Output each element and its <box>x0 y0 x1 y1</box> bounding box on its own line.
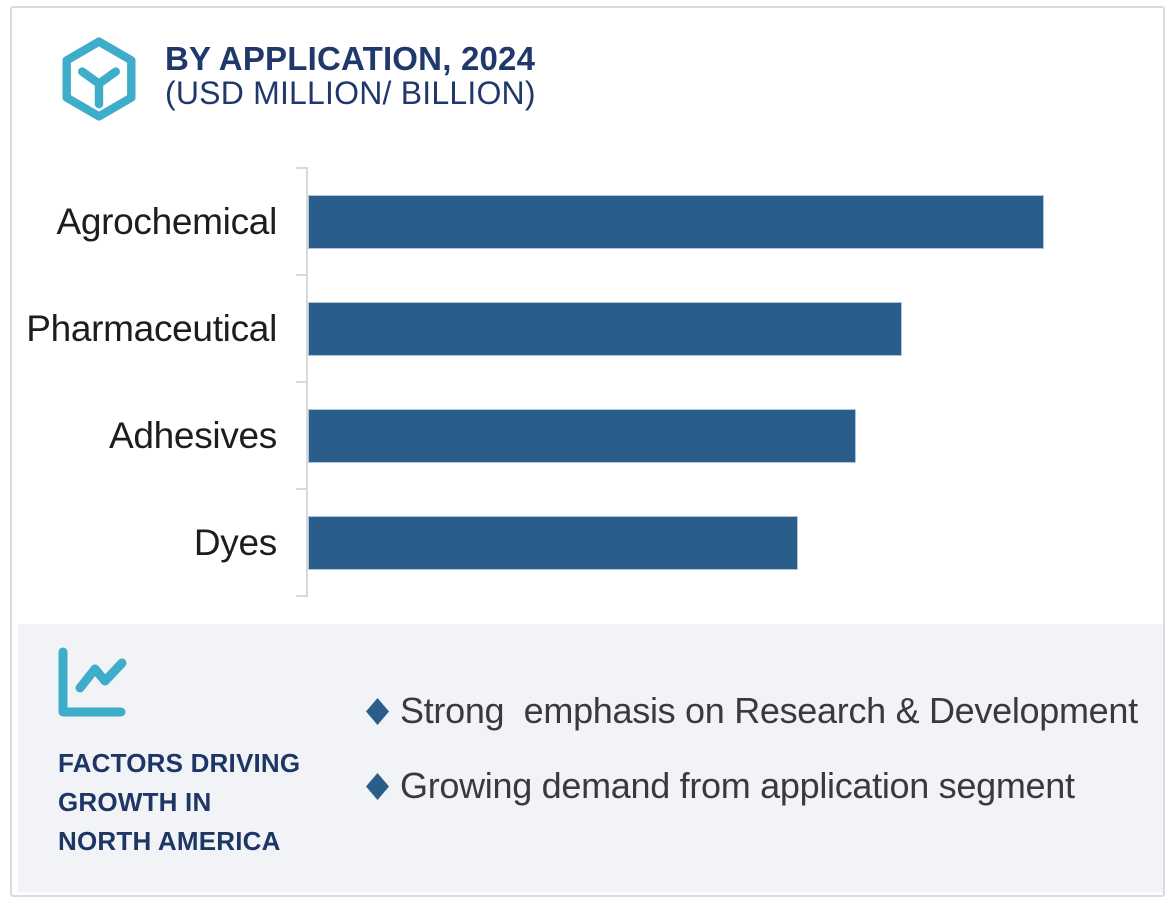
category-label: Agrochemical <box>56 200 277 242</box>
chart-subtitle: (USD MILLION/ BILLION) <box>165 75 536 111</box>
factors-heading-line: FACTORS DRIVING <box>58 748 301 778</box>
axis-tick <box>296 274 307 276</box>
factors-heading: FACTORS DRIVING GROWTH IN NORTH AMERICA <box>58 744 328 861</box>
bullet-text: Growing demand from application segment <box>400 765 1075 806</box>
axis-tick <box>296 167 307 169</box>
bar-dyes <box>308 516 798 570</box>
bar-agrochemical <box>308 195 1044 249</box>
bar-pharmaceutical <box>308 302 902 356</box>
chart-row: Pharmaceutical <box>0 275 1170 382</box>
axis-tick <box>296 488 307 490</box>
axis-tick <box>296 595 307 597</box>
bullet-item: Strong emphasis on Research & Developmen… <box>366 686 1138 736</box>
chart-row: Adhesives <box>0 382 1170 489</box>
chart-row: Agrochemical <box>0 168 1170 275</box>
bar-adhesives <box>308 409 856 463</box>
category-axis-line <box>306 167 308 597</box>
factors-heading-line: GROWTH IN <box>58 787 212 817</box>
hexagon-cube-icon <box>62 37 136 121</box>
factors-panel <box>18 624 1163 892</box>
category-label: Dyes <box>193 521 277 563</box>
diamond-bullet-icon <box>366 697 389 725</box>
line-chart-icon <box>58 647 127 717</box>
factors-heading-line: NORTH AMERICA <box>58 826 281 856</box>
bullet-item: Growing demand from application segment <box>366 761 1075 811</box>
axis-tick <box>296 381 307 383</box>
category-label: Adhesives <box>108 414 277 456</box>
chart-title: BY APPLICATION, 2024 <box>165 40 536 77</box>
chart-row: Dyes <box>0 489 1170 596</box>
bullet-text: Strong emphasis on Research & Developmen… <box>400 690 1138 731</box>
diamond-bullet-icon <box>366 772 389 800</box>
category-label: Pharmaceutical <box>26 307 277 349</box>
